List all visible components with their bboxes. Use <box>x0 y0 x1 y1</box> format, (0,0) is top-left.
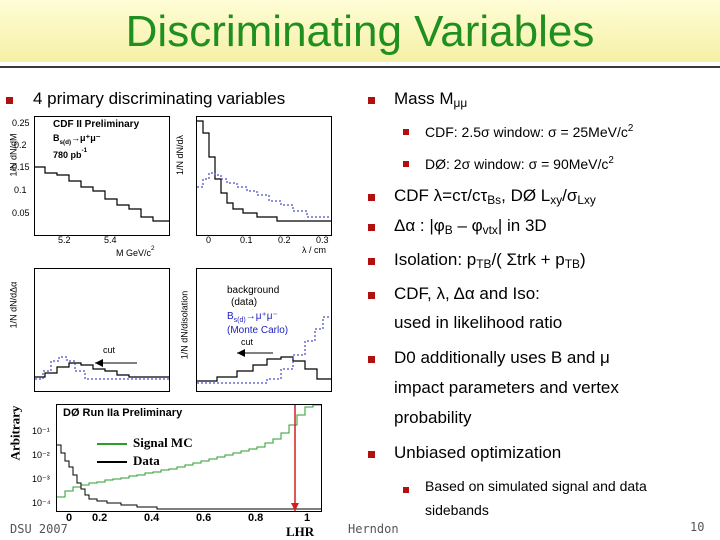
bullet-icon <box>368 292 375 299</box>
mass-bullet: Mass Mμμ <box>394 89 468 110</box>
tl-y-tick: 0.2 <box>14 140 27 150</box>
bullet-icon <box>368 356 375 363</box>
footer-center: Herndon <box>348 522 399 536</box>
d0-additional-line2: impact parameters and vertex <box>394 378 619 397</box>
cdf-mass-plot: CDF II Preliminary Bs(d)→μ⁺μ⁻ 780 pb-1 <box>34 116 170 236</box>
bullet-icon <box>403 161 409 167</box>
data-swatch <box>97 461 127 464</box>
cdf-likelihood-line2: used in likelihood ratio <box>394 313 563 332</box>
bg-sub: (data) <box>231 297 258 308</box>
cdf-prelim-label: CDF II Preliminary <box>53 119 140 130</box>
d0-y-tick: 10⁻³ <box>32 474 50 484</box>
lhr-axis-label: LHR <box>286 524 315 539</box>
lambda-histogram <box>197 120 331 222</box>
signal-mc-legend: Signal MC <box>97 435 193 451</box>
signal-mc-swatch <box>97 443 127 446</box>
bullet-icon <box>368 258 375 265</box>
bg-label: background <box>227 285 280 296</box>
based-line2: sidebands <box>425 502 489 518</box>
tr-y-axis-label: 1/N dN/dλ <box>175 134 186 176</box>
d0-x-tick: 1 <box>304 512 311 524</box>
tl-x-tick: 5.2 <box>58 235 71 245</box>
d0-lhr-histogram <box>57 405 321 511</box>
d0-window: DØ: 2σ window: σ = 90MeV/c2 <box>425 155 614 172</box>
based-line1: Based on simulated signal and data <box>425 478 647 494</box>
isolation-histogram <box>197 316 331 384</box>
slide-title: Discriminating Variables <box>125 7 595 56</box>
bullet-icon <box>368 97 375 104</box>
d0-y-tick: 10⁻¹ <box>32 426 50 436</box>
tl-y-tick: 0.15 <box>12 162 30 172</box>
bullet-icon <box>368 224 375 231</box>
tl-y-tick: 0.05 <box>12 208 30 218</box>
d0-x-tick: 0.6 <box>196 512 212 524</box>
isolation-plot: background (data) Bs(d)→μ⁺μ⁻ (Monte Carl… <box>196 268 332 392</box>
title-band <box>0 0 720 62</box>
dalpha-bullet: Δα : |φB – φvtx| in 3D <box>394 216 547 237</box>
dalpha-cut-label: cut <box>103 345 116 355</box>
d0-x-tick: 0.4 <box>144 512 160 524</box>
tl-y-tick: 0.25 <box>12 118 30 128</box>
tl-x-tick: 5.4 <box>104 235 117 245</box>
tr-x-tick: 0.3 <box>316 235 329 245</box>
mr-y-axis-label: 1/N dN/disolation <box>179 290 190 360</box>
left-heading: 4 primary discriminating variables <box>33 89 286 108</box>
bullet-icon <box>403 487 409 493</box>
cdf-mass-histogram <box>35 166 169 222</box>
bullet-icon <box>368 194 375 201</box>
d0-additional-line3: probability <box>394 408 472 427</box>
lumi-label: 780 pb-1 <box>53 147 88 160</box>
d0-x-tick: 0.8 <box>248 512 264 524</box>
d0-prelim-label: DØ Run IIa Preliminary <box>63 407 183 419</box>
tl-y-tick: 0.1 <box>14 185 27 195</box>
cdf-likelihood-line1: CDF, λ, Δα and Iso: <box>394 284 540 303</box>
dalpha-plot: cut <box>34 268 170 392</box>
lambda-bullet: CDF λ=cτ/cτBs, DØ Lxy/σLxy <box>394 186 596 207</box>
title-divider <box>0 66 720 68</box>
d0-y-tick: 10⁻⁴ <box>32 498 51 508</box>
d0-x-tick: 0 <box>66 512 73 524</box>
unbiased-bullet: Unbiased optimization <box>394 443 562 462</box>
isolation-bullet: Isolation: pTB/( Σtrk + pTB) <box>394 250 586 271</box>
mc-sub: (Monte Carlo) <box>227 325 289 336</box>
dalpha-histogram <box>35 356 169 380</box>
ml-y-axis-label: 1/N dN/dΔα <box>8 281 19 329</box>
arbitrary-y-axis-label: Arbitrary <box>7 405 23 461</box>
cdf-window: CDF: 2.5σ window: σ = 25MeV/c2 <box>425 123 634 140</box>
footer-left: DSU 2007 <box>10 522 68 536</box>
mc-label: Bs(d)→μ⁺μ⁻ <box>227 311 278 324</box>
bullet-icon <box>6 97 13 104</box>
d0-x-tick: 0.2 <box>92 512 108 524</box>
d0-additional-line1: D0 additionally uses B and μ <box>394 348 610 367</box>
page-number: 10 <box>690 520 705 534</box>
bullet-icon <box>368 451 375 458</box>
tr-x-axis-label: λ / cm <box>302 245 326 255</box>
d0-lhr-plot: DØ Run IIa Preliminary Signal MC Data <box>56 404 322 512</box>
tl-x-axis-label: M GeV/c2 <box>116 245 155 258</box>
tr-x-tick: 0 <box>206 235 212 245</box>
data-legend: Data <box>97 453 160 469</box>
bs-decay-label: Bs(d)→μ⁺μ⁻ <box>53 133 101 146</box>
tr-x-tick: 0.1 <box>240 235 253 245</box>
tr-x-tick: 0.2 <box>278 235 291 245</box>
isolation-cut-label: cut <box>241 337 254 347</box>
lambda-plot <box>196 116 332 236</box>
bullet-icon <box>403 129 409 135</box>
d0-y-tick: 10⁻² <box>32 450 50 460</box>
